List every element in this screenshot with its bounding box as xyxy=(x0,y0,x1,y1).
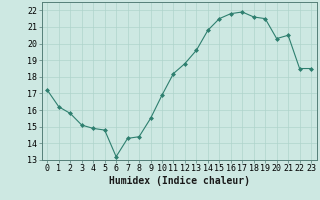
X-axis label: Humidex (Indice chaleur): Humidex (Indice chaleur) xyxy=(109,176,250,186)
